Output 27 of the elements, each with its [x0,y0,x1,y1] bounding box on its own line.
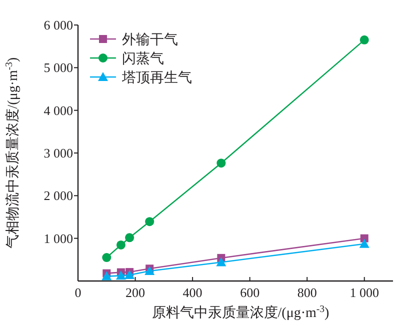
legend-label: 闪蒸气 [122,51,164,67]
y-tick-label: 2 000 [44,188,73,204]
y-tick-label: 3 000 [44,146,73,160]
x-tick-label: 800 [297,285,317,300]
point [116,270,126,280]
point [359,238,370,248]
point [102,253,112,262]
point [145,217,154,226]
x-tick-label: 600 [240,285,260,300]
legend-label: 塔顶再生气 [121,70,192,86]
point [116,240,126,250]
x-tick-label: 200 [126,285,146,300]
point [216,257,226,266]
x-tick-label: 0 [74,285,82,300]
x-axis-title: 原料气中汞质量浓度/(μg·m$^{-3}$) [152,304,330,321]
point [125,233,134,242]
legend-label: 外输干气 [122,32,178,48]
point [216,158,226,168]
x-tick-label: 400 [182,285,202,300]
point [124,270,135,280]
point [360,35,369,44]
y-tick-label: 4 000 [44,102,73,118]
y-tick-label: 5 000 [44,60,73,76]
y-tick-label: 1 000 [44,230,73,246]
y-tick-label: 6 000 [44,18,73,32]
x-tick-label: 1 000 [350,285,379,300]
point [102,271,112,280]
